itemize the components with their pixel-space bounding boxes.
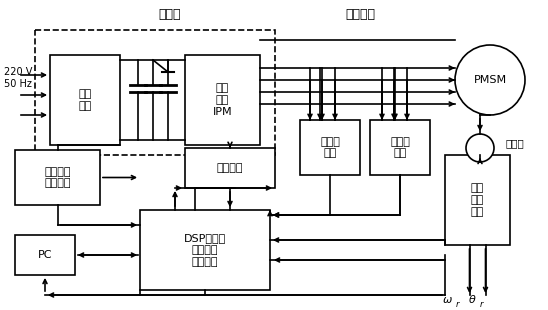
Text: 线电压
检测: 线电压 检测	[320, 137, 340, 158]
Text: PMSM: PMSM	[473, 75, 506, 85]
Text: 整流
模块: 整流 模块	[78, 89, 92, 111]
Bar	[140, 210, 270, 290]
Text: 主回路: 主回路	[159, 8, 181, 21]
Bar	[445, 155, 510, 245]
Text: 线电流
检测: 线电流 检测	[390, 137, 410, 158]
Bar	[300, 120, 360, 175]
Text: PC: PC	[38, 250, 52, 260]
Text: r: r	[455, 300, 459, 309]
Text: ω: ω	[443, 295, 453, 305]
Bar	[15, 150, 100, 205]
Text: θ: θ	[469, 295, 475, 305]
Circle shape	[455, 45, 525, 115]
Bar	[35, 30, 275, 155]
Bar	[370, 120, 430, 175]
Text: 转速
位置
检测: 转速 位置 检测	[471, 184, 484, 217]
Text: 隔离电路: 隔离电路	[217, 163, 243, 173]
Text: 光码盘: 光码盘	[505, 138, 524, 148]
Text: 220 V
50 Hz: 220 V 50 Hz	[4, 67, 32, 89]
Text: 直流母线
采样电压: 直流母线 采样电压	[44, 167, 71, 188]
Circle shape	[466, 134, 494, 162]
Text: DSP控制器
转矩观测
磁链观测: DSP控制器 转矩观测 磁链观测	[184, 233, 226, 267]
Bar	[185, 148, 275, 188]
Bar	[15, 235, 75, 275]
Text: r: r	[480, 300, 483, 309]
Bar	[185, 55, 260, 145]
Text: 控制绕组: 控制绕组	[345, 8, 375, 21]
Text: 逆变
模块
IPM: 逆变 模块 IPM	[213, 83, 232, 117]
Bar	[50, 55, 120, 145]
